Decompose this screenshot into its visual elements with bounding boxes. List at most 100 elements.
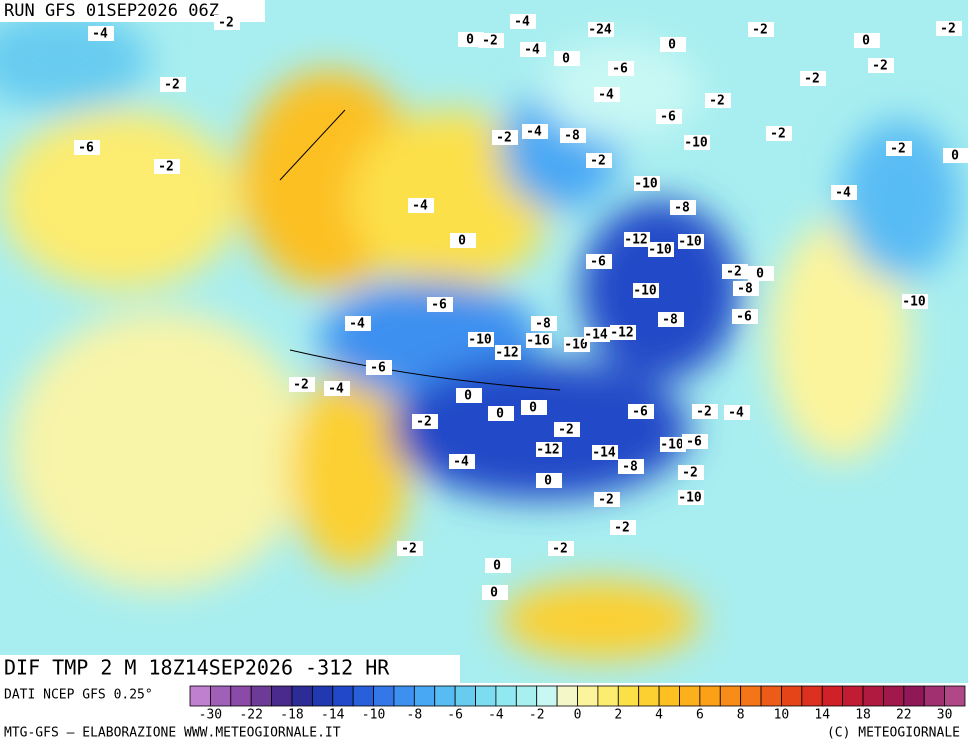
color-swatch [209,685,232,707]
contour-label: -2 [416,415,432,430]
label-box [722,264,748,279]
label-box [345,316,371,331]
contour-label: -8 [622,460,638,475]
label-box [748,266,774,281]
map-title: DIF TMP 2 M 18Z14SEP2026 -312 HR [4,656,390,680]
colorbar-tick-label: -14 [321,708,345,723]
label-box [154,159,180,174]
label-box [88,26,114,41]
contour-label: -16 [526,334,550,349]
contour-label: -4 [453,455,469,470]
color-swatch [413,685,436,707]
colorbar-tick-label: -6 [447,708,463,723]
contour-label: 0 [562,52,570,67]
credit-left: MTG-GFS – ELABORAZIONE WWW.METEOGIORNALE… [4,726,341,741]
contour-label: 0 [458,234,466,249]
label-box [854,33,880,48]
label-box [660,437,686,452]
contour-label: 0 [951,149,959,164]
label-box [520,42,546,57]
contour-label: -10 [468,333,492,348]
color-swatch [781,685,803,707]
label-box [397,541,423,556]
label-box [678,465,704,480]
color-swatch [556,685,578,707]
contour-label: -2 [770,127,786,142]
contour-label: -4 [92,27,108,42]
label-box [468,332,494,347]
run-label: RUN GFS 01SEP2026 06Z [4,1,219,21]
colorbar-tick-label: -2 [529,708,545,723]
contour-label: 0 [493,559,501,574]
contour-label: -4 [328,382,344,397]
label-box [450,233,476,248]
color-swatch [373,685,395,707]
label-box [366,360,392,375]
label-box [592,445,618,460]
label-box [670,200,696,215]
color-swatch [250,685,272,707]
contour-label: -4 [598,88,614,103]
contour-label: -6 [78,141,94,156]
label-box [482,585,508,600]
label-box [594,492,620,507]
label-box [324,381,350,396]
label-box [492,130,518,145]
contour-label: -2 [496,131,512,146]
color-swatch [271,685,293,707]
colorbar-tick-label: 6 [696,708,704,723]
contour-label: -10 [564,338,588,353]
label-box [564,337,590,352]
label-box [522,124,548,139]
color-swatch [679,685,701,707]
label-box [554,51,580,66]
contour-label: -6 [431,298,447,313]
label-box [658,312,684,327]
source: DATI NCEP GFS 0.25° [4,688,153,703]
label-box [289,377,315,392]
label-box [610,325,636,340]
header-box [0,0,265,22]
contour-label: -10 [660,438,684,453]
label-box [560,128,586,143]
contour-label: -2 [158,160,174,175]
color-swatch [577,685,599,707]
color-swatch [801,685,823,707]
label-box [458,32,484,47]
label-box [766,126,792,141]
color-swatch [842,685,864,707]
contour-label: -24 [588,23,612,38]
label-box [886,141,912,156]
label-box [485,558,511,573]
colorbar-tick-label: 10 [774,708,790,723]
contour-label: 0 [490,586,498,601]
label-box [634,176,660,191]
label-box [682,434,708,449]
color-swatch [740,685,762,707]
label-box [495,345,521,360]
contour-label: 0 [862,34,870,49]
color-swatch [536,685,558,707]
contour-label: -6 [612,62,628,77]
contour-label: -2 [872,59,888,74]
contour-label: -4 [412,199,428,214]
contour-label: -8 [674,201,690,216]
contour-label: -2 [752,23,768,38]
colorbar-tick-label: -30 [199,708,222,723]
color-swatch [883,685,905,707]
colorbar-tick-label: 18 [855,708,871,723]
contour-label: -2 [590,154,606,169]
contour-label: -2 [293,378,309,393]
color-swatch [230,685,252,707]
label-box [724,405,750,420]
contour-label: -6 [590,255,606,270]
color-swatch [638,685,660,707]
contour-label: -8 [737,282,753,297]
contour-label: -2 [709,94,725,109]
label-box [902,294,928,309]
label-box [748,22,774,37]
label-box [732,309,758,324]
color-swatch [515,685,538,707]
contour-label: -8 [564,129,580,144]
